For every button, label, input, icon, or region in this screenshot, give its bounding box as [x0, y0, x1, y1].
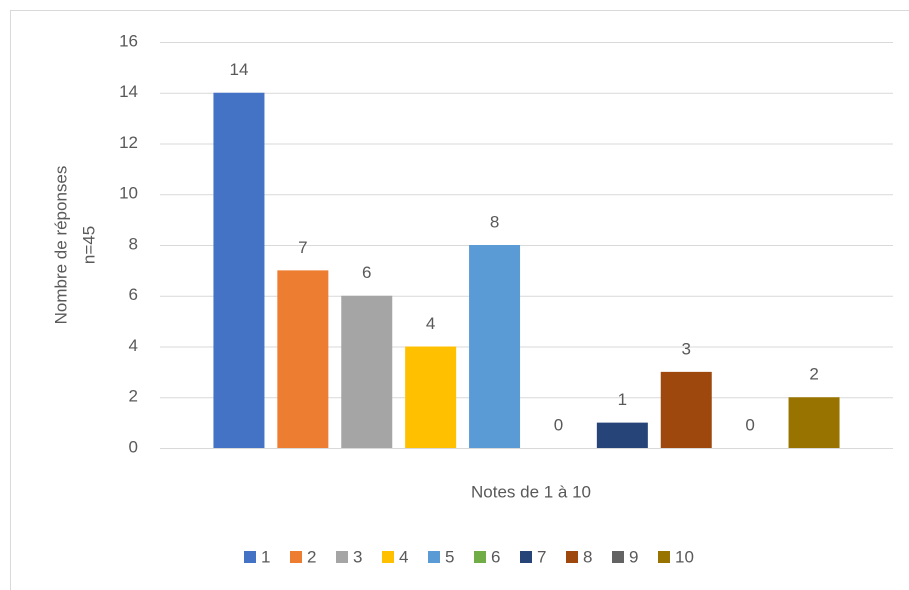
bar	[788, 397, 840, 448]
legend-label: 6	[491, 547, 500, 566]
data-label: 4	[426, 314, 435, 333]
legend-swatch	[382, 551, 394, 563]
legend-swatch	[658, 551, 670, 563]
data-label: 0	[554, 415, 563, 434]
data-label: 7	[298, 238, 307, 257]
legend-swatch	[290, 551, 302, 563]
y-tick-label: 0	[129, 437, 138, 456]
y-tick-label: 12	[119, 133, 138, 152]
legend-swatch	[612, 551, 624, 563]
y-axis-label: n=45	[79, 226, 98, 264]
y-tick-label: 16	[119, 31, 138, 50]
legend-label: 2	[307, 547, 316, 566]
legend-label: 3	[353, 547, 362, 566]
y-axis-label: Nombre de réponses	[51, 166, 70, 325]
legend-label: 4	[399, 547, 408, 566]
legend-swatch	[336, 551, 348, 563]
y-tick-label: 4	[129, 336, 138, 355]
legend-swatch	[428, 551, 440, 563]
bar	[469, 245, 521, 448]
data-label: 3	[682, 339, 691, 358]
bar	[213, 92, 265, 448]
bar	[341, 295, 393, 448]
data-label: 8	[490, 212, 499, 231]
data-label: 1	[618, 390, 627, 409]
data-label: 0	[745, 415, 754, 434]
legend-swatch	[474, 551, 486, 563]
legend-swatch	[566, 551, 578, 563]
data-label: 2	[809, 365, 818, 384]
bar	[405, 346, 457, 448]
bar	[277, 270, 329, 448]
legend-label: 10	[675, 547, 694, 566]
bar	[660, 371, 712, 448]
data-label: 6	[362, 263, 371, 282]
legend-label: 5	[445, 547, 454, 566]
data-label: 14	[229, 60, 248, 79]
bar	[596, 422, 648, 448]
y-tick-label: 6	[129, 285, 138, 304]
legend-label: 8	[583, 547, 592, 566]
y-tick-label: 10	[119, 184, 138, 203]
y-tick-label: 8	[129, 234, 138, 253]
y-tick-label: 2	[129, 387, 138, 406]
legend-label: 7	[537, 547, 546, 566]
legend-label: 1	[261, 547, 270, 566]
x-axis-label: Notes de 1 à 10	[471, 482, 591, 501]
legend-swatch	[520, 551, 532, 563]
y-tick-label: 14	[119, 82, 138, 101]
legend-label: 9	[629, 547, 638, 566]
chart-border	[10, 10, 909, 590]
legend-swatch	[244, 551, 256, 563]
